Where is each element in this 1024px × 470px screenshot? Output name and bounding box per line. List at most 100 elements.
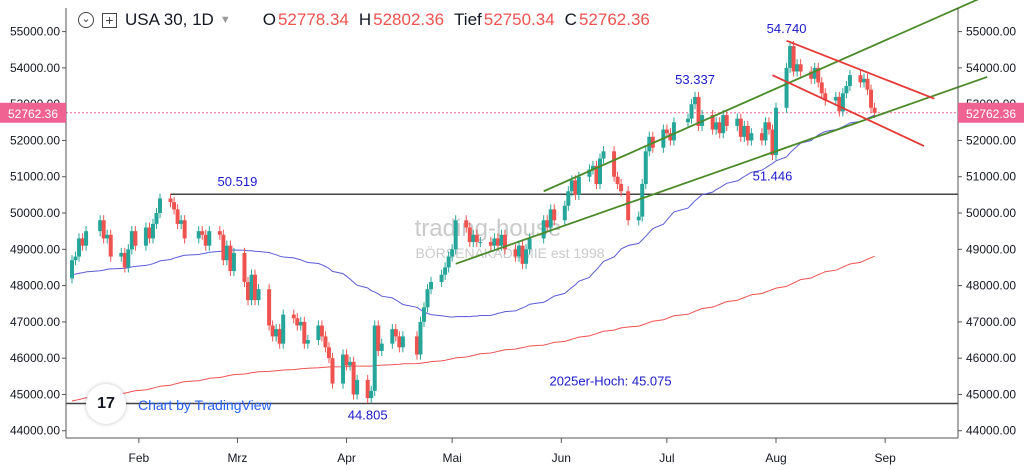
candle-body: [759, 133, 764, 141]
candle-body: [668, 133, 673, 141]
candle-body: [221, 234, 226, 261]
candle-body: [847, 75, 852, 87]
candle-body: [274, 329, 279, 337]
y-tick-label-left: 49000.00: [10, 242, 60, 256]
candle-body: [467, 227, 472, 243]
candle-body: [150, 223, 155, 239]
candle-body: [147, 227, 152, 239]
open-value: 52778.34: [277, 10, 349, 29]
candle-body: [217, 231, 222, 235]
candle-body: [224, 245, 229, 261]
y-tick-label-right: 45000.00: [966, 387, 1016, 401]
candle-body: [766, 122, 771, 130]
price-tag-left-label: 52762.36: [8, 107, 58, 121]
y-tick-label-left: 45000.00: [10, 387, 60, 401]
candle-body: [369, 390, 374, 399]
candle-body: [742, 125, 747, 137]
candle-body: [341, 354, 346, 384]
symbol-label[interactable]: USA 30, 1D: [125, 10, 214, 29]
candle-body: [200, 231, 205, 235]
candle-body: [520, 245, 525, 264]
candle-body: [305, 340, 310, 344]
low-value: 52750.34: [483, 10, 555, 29]
candle-body: [587, 169, 592, 177]
candle-body: [319, 325, 324, 337]
annotation-label: 51.446: [753, 169, 793, 184]
candle-body: [671, 122, 676, 141]
candle-body: [833, 96, 838, 101]
candle-body: [569, 180, 574, 192]
candle-body: [129, 231, 134, 250]
candle-body: [640, 183, 645, 217]
high-label: H: [358, 10, 372, 29]
annotation-label: 54.740: [767, 21, 807, 36]
y-tick-label-right: 54000.00: [966, 61, 1016, 75]
annotation-label: 2025er-Hoch: 45.075: [549, 374, 671, 389]
candle-body: [471, 234, 476, 243]
annotations: 54.740 53.337 51.446 50.519 44.805 2025er-Hoc…: [218, 21, 807, 423]
candle-body: [295, 318, 300, 326]
candle-body: [73, 256, 78, 261]
candle-body: [566, 191, 571, 206]
candle-body: [763, 122, 768, 141]
tradingview-logo[interactable]: 17: [86, 384, 126, 424]
candle-body: [615, 176, 620, 184]
y-tick-label-left: 46000.00: [10, 351, 60, 365]
annotation-label: 50.519: [218, 174, 258, 189]
axes: 55000.0055000.0054000.0054000.0053000.00…: [0, 8, 1024, 465]
chart-header: ⌄ + USA 30, 1D ▼ O 52778.34 H 52802.36 Tie…: [0, 0, 650, 40]
price-tag-left: [0, 102, 66, 123]
candle-body: [770, 129, 775, 155]
candle-body: [502, 234, 507, 250]
candle-body: [98, 220, 103, 232]
candle-body: [348, 361, 353, 366]
add-compare-icon[interactable]: +: [102, 12, 117, 28]
candle-body: [400, 336, 405, 348]
candle-body: [365, 379, 370, 399]
uptrend-channel-upper: [543, 0, 979, 193]
candle-body: [291, 314, 296, 319]
candle-body: [390, 329, 395, 344]
candle-body: [791, 46, 796, 72]
candle-body: [126, 249, 131, 268]
candle-body: [721, 115, 726, 134]
candle-body: [619, 183, 624, 192]
y-tick-label-left: 50000.00: [10, 206, 60, 220]
candle-body: [119, 252, 124, 257]
candle-body: [80, 238, 85, 246]
candles: [70, 41, 877, 404]
candle-body: [108, 234, 113, 257]
chevron-down-icon[interactable]: ▼: [219, 14, 231, 26]
chart-by-tradingview-link[interactable]: Chart by TradingView: [138, 397, 272, 413]
y-tick-label-left: 51000.00: [10, 170, 60, 184]
x-tick-label: Jul: [659, 451, 674, 465]
candle-body: [749, 133, 754, 141]
downtrend-channel-lower: [772, 74, 925, 147]
candle-body: [70, 260, 74, 279]
candle-body: [693, 96, 698, 105]
candle-body: [590, 165, 595, 170]
close-value: 52762.36: [578, 10, 650, 29]
candle-body: [686, 118, 690, 123]
uptrend-channel-lower: [455, 76, 988, 265]
horizontal-levels: [66, 112, 958, 405]
candle-body: [302, 321, 307, 344]
candle-body: [738, 118, 743, 137]
y-tick-label-left: 52000.00: [10, 133, 60, 147]
candle-body: [249, 274, 254, 301]
collapse-icon[interactable]: ⌄: [78, 12, 94, 28]
candle-body: [601, 151, 606, 159]
candle-body: [372, 325, 377, 391]
y-tick-label-right: 51000.00: [966, 170, 1016, 184]
candle-body: [443, 267, 448, 275]
candle-body: [414, 336, 419, 355]
x-tick-label: Jun: [552, 451, 571, 465]
candle-body: [717, 122, 722, 134]
trend-lines: [455, 0, 988, 265]
candle-body: [323, 336, 328, 348]
candle-body: [242, 252, 247, 282]
downtrend-channel-upper: [786, 39, 935, 100]
candle-body: [270, 325, 275, 337]
candle-body: [594, 165, 599, 184]
